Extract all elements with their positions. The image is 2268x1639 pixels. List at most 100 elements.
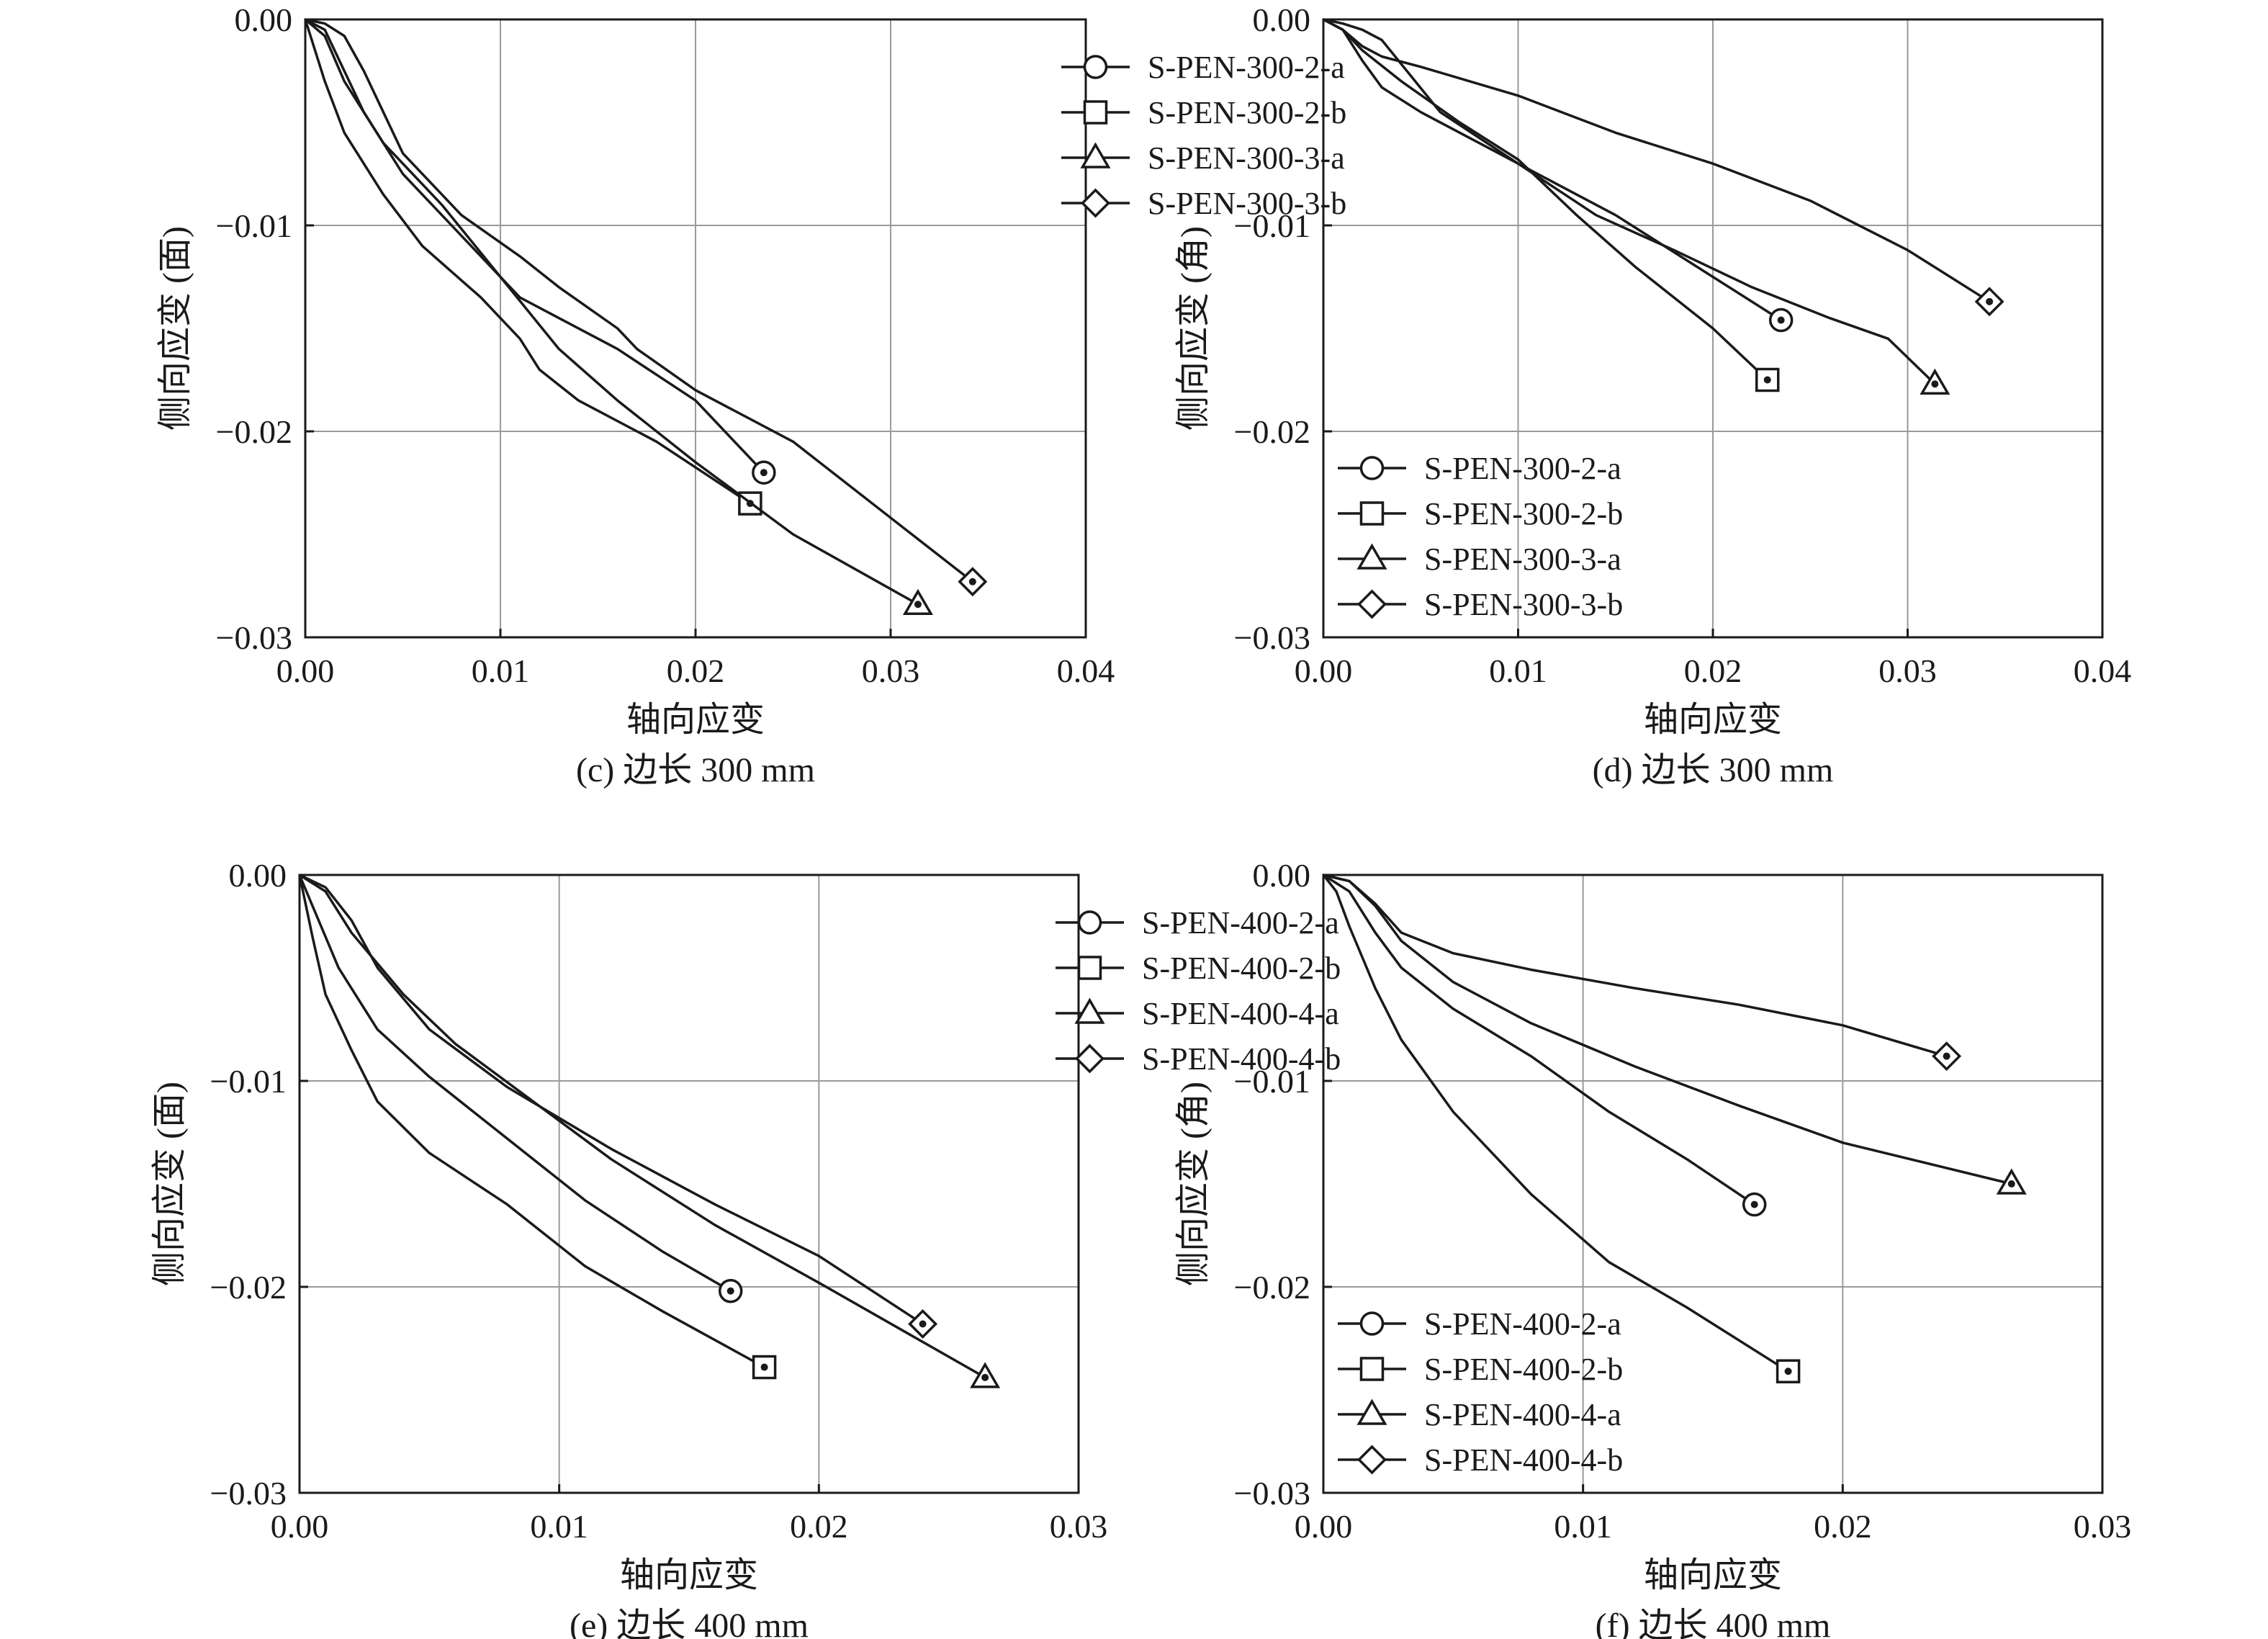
end-marker-dot (1784, 1368, 1792, 1375)
legend-entry: S-PEN-300-2-b (1338, 496, 1623, 531)
y-axis-title: 侧向应变 (面) (150, 1082, 189, 1286)
series-line-triangle (1323, 18, 1936, 385)
panel-caption: (d) 边长 300 mm (1593, 751, 1834, 789)
y-tick-label: −0.02 (210, 1269, 287, 1306)
legend-label: S-PEN-400-2-a (1424, 1306, 1621, 1342)
y-tick-label: −0.01 (1234, 207, 1310, 244)
legend-label: S-PEN-300-3-a (1148, 140, 1345, 176)
end-marker-dot (760, 1363, 768, 1371)
y-tick-label: −0.01 (1234, 1063, 1310, 1100)
x-tick-label: 0.02 (667, 652, 725, 689)
x-tick-label: 0.00 (271, 1508, 329, 1545)
legend-label: S-PEN-300-2-a (1424, 451, 1621, 486)
y-tick-label: 0.00 (235, 1, 293, 38)
y-tick-label: 0.00 (1253, 857, 1311, 894)
series-line-diamond (1323, 18, 1991, 303)
legend-entry: S-PEN-300-3-a (1338, 542, 1621, 577)
x-tick-label: 0.02 (1684, 652, 1742, 689)
x-tick-label: 0.04 (1057, 652, 1115, 689)
end-marker-dot (914, 601, 922, 609)
y-tick-label: −0.01 (210, 1063, 287, 1100)
end-marker-dot (760, 469, 768, 477)
y-tick-label: −0.03 (1234, 619, 1310, 656)
y-tick-label: −0.01 (216, 207, 292, 244)
legend-entry: S-PEN-300-3-b (1338, 587, 1623, 622)
x-axis-title: 轴向应变 (620, 1556, 758, 1594)
legend-entry: S-PEN-400-4-a (1338, 1397, 1621, 1432)
series-line-circle (298, 874, 732, 1293)
legend-marker-square (1359, 501, 1385, 526)
series-line-square (1322, 874, 1789, 1373)
legend-label: S-PEN-400-4-b (1424, 1442, 1623, 1478)
end-marker-dot (1986, 297, 1994, 305)
y-axis-title: 侧向应变 (角) (1174, 226, 1212, 431)
legend-entry: S-PEN-300-2-a (1061, 50, 1345, 85)
legend-marker-square (1077, 956, 1102, 980)
plot-frame (298, 874, 1080, 1494)
x-tick-label: 0.01 (472, 652, 530, 689)
legend-entry: S-PEN-300-2-b (1061, 95, 1346, 130)
chart-panel-3: 0.00 0.01 0.02 0.03 0.00 −0.01 −0.02 −0.03 轴向应变 侧… (1174, 857, 2131, 1639)
legend-entry: S-PEN-300-3-a (1061, 140, 1345, 176)
legend-entry: S-PEN-400-2-a (1338, 1306, 1621, 1342)
end-marker-dot (1777, 316, 1785, 324)
series-line-square (304, 19, 751, 505)
legend-label: S-PEN-400-2-b (1424, 1352, 1623, 1387)
chart-panel-0: 0.00 0.01 0.02 0.03 0.04 0.00 −0.01 −0.02 −0.03 轴… (156, 1, 1346, 789)
end-marker-dot (2007, 1180, 2015, 1187)
x-tick-label: 0.00 (1295, 652, 1353, 689)
x-tick-label: 0.03 (2074, 1508, 2132, 1545)
legend-label: S-PEN-300-3-a (1424, 542, 1621, 577)
y-tick-label: −0.02 (1234, 1269, 1310, 1306)
y-tick-label: −0.03 (210, 1475, 287, 1512)
legend-entry: S-PEN-300-2-a (1338, 451, 1621, 486)
legend-entry: S-PEN-300-3-b (1061, 186, 1346, 221)
legend-label: S-PEN-300-2-b (1148, 95, 1346, 130)
x-axis-title: 轴向应变 (1644, 701, 1782, 739)
legend-entry: S-PEN-400-2-b (1338, 1352, 1623, 1387)
panel-caption: (c) 边长 300 mm (576, 751, 815, 789)
series-line-diamond (299, 874, 924, 1325)
x-tick-label: 0.01 (530, 1508, 588, 1545)
legend-label: S-PEN-400-4-a (1424, 1397, 1621, 1432)
legend-entry: S-PEN-400-2-b (1056, 951, 1341, 986)
panel-caption: (f) 边长 400 mm (1596, 1607, 1831, 1639)
series-line-square (1323, 18, 1768, 381)
panel-caption: (e) 边长 400 mm (570, 1607, 809, 1639)
legend-entry: S-PEN-400-2-a (1056, 905, 1339, 940)
y-tick-label: −0.02 (216, 413, 292, 450)
legend-label: S-PEN-300-3-b (1148, 186, 1346, 221)
chart-panel-1: 0.00 0.01 0.02 0.03 0.04 0.00 −0.01 −0.02 −0.03 轴… (1174, 1, 2131, 789)
x-tick-label: 0.04 (2074, 652, 2132, 689)
plot-frame (304, 18, 1087, 639)
end-marker-square (1776, 1359, 1801, 1384)
end-marker-dot (1931, 380, 1939, 388)
end-marker-dot (1943, 1052, 1950, 1060)
series-line-diamond (1323, 874, 1948, 1058)
x-axis-title: 轴向应变 (1644, 1556, 1782, 1594)
x-tick-label: 0.02 (790, 1508, 848, 1545)
series-line-triangle (304, 18, 919, 606)
legend-marker-triangle (1074, 997, 1105, 1024)
series-line-diamond (305, 18, 973, 583)
y-axis-title: 侧向应变 (面) (156, 226, 194, 431)
y-tick-label: −0.02 (1234, 413, 1310, 450)
y-tick-label: −0.03 (1234, 1475, 1310, 1512)
series-line-square (298, 874, 765, 1369)
end-marker-dot (1750, 1200, 1758, 1208)
legend-marker-diamond (1357, 1445, 1387, 1475)
y-tick-label: 0.00 (1253, 1, 1311, 38)
y-tick-label: −0.03 (216, 619, 292, 656)
legend-marker-triangle (1080, 142, 1111, 169)
legend-label: S-PEN-300-2-b (1424, 496, 1623, 531)
series-line-triangle (299, 874, 986, 1379)
x-tick-label: 0.02 (1814, 1508, 1872, 1545)
legend-entry: S-PEN-400-4-a (1056, 996, 1339, 1031)
legend-marker-triangle (1356, 1398, 1387, 1425)
legend-label: S-PEN-400-2-b (1142, 951, 1341, 986)
legend-marker-circle (1083, 55, 1108, 79)
x-tick-label: 0.00 (276, 652, 335, 689)
legend-marker-diamond (1357, 589, 1387, 619)
x-tick-label: 0.03 (1050, 1508, 1108, 1545)
